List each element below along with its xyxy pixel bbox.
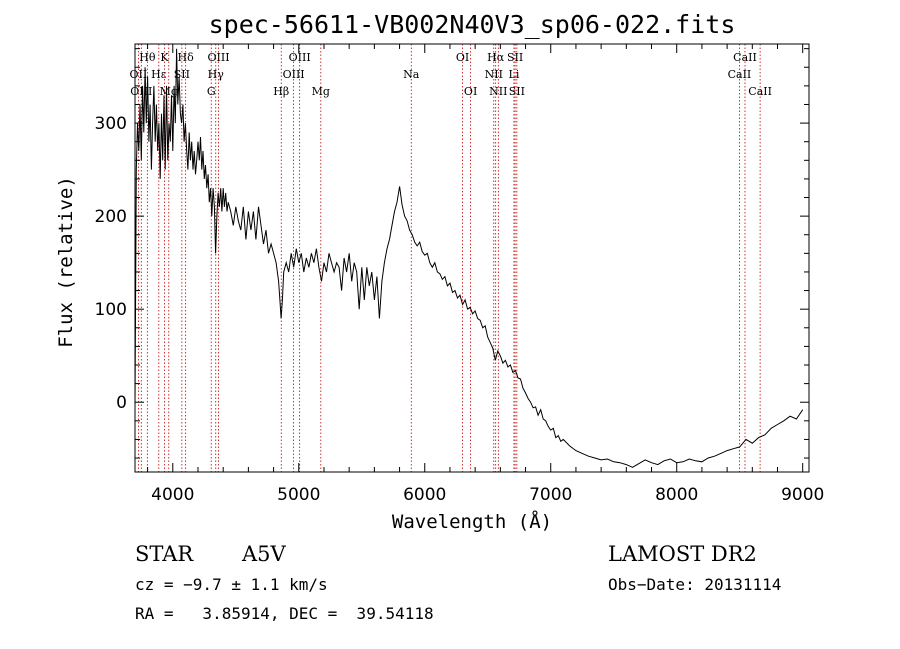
- line-label-26: CaII: [748, 85, 772, 98]
- x-tick-label-4000: 4000: [151, 485, 194, 505]
- line-label-6: Hα: [487, 51, 505, 64]
- observation-date: Obs−Date: 20131114: [608, 575, 781, 594]
- line-label-24: NII: [489, 85, 507, 98]
- line-label-23: OI: [464, 85, 477, 98]
- coordinates: RA = 3.85914, DEC = 39.54118: [135, 604, 434, 623]
- line-label-7: SII: [507, 51, 523, 64]
- y-tick-label-200: 200: [95, 207, 127, 227]
- line-label-4: OIII: [289, 51, 311, 64]
- y-axis-label: Flux (relative): [55, 176, 77, 348]
- y-tick-label-100: 100: [95, 300, 127, 320]
- x-axis: 4000 5000 6000 7000 8000 9000: [147, 44, 824, 505]
- x-tick-label-9000: 9000: [781, 485, 824, 505]
- line-label-12: Hγ: [208, 68, 225, 81]
- x-tick-label-7000: 7000: [529, 485, 572, 505]
- object-subclass: A5V: [241, 542, 287, 566]
- survey-name: LAMOST DR2: [608, 542, 757, 566]
- line-label-0: Hθ: [139, 51, 156, 64]
- line-label-13: OIII: [283, 68, 305, 81]
- line-label-22: Mg: [312, 85, 330, 98]
- x-tick-label-5000: 5000: [277, 485, 320, 505]
- line-label-2: Hδ: [178, 51, 195, 64]
- line-label-25: SII: [509, 85, 525, 98]
- line-label-16: Li: [509, 68, 520, 81]
- x-axis-label: Wavelength (Å): [392, 510, 552, 533]
- object-type: STAR: [135, 542, 194, 566]
- x-tick-label-8000: 8000: [655, 485, 698, 505]
- x-tick-label-6000: 6000: [403, 485, 446, 505]
- y-tick-label-0: 0: [116, 393, 127, 413]
- spectral-line-markers: [138, 44, 761, 472]
- line-label-10: Hε: [151, 68, 167, 81]
- line-label-8: CaII: [733, 51, 757, 64]
- line-label-11: SII: [174, 68, 190, 81]
- line-label-18: OIII: [130, 85, 152, 98]
- line-label-14: Na: [403, 68, 420, 81]
- line-label-21: Hβ: [273, 85, 289, 98]
- y-axis: 0 100 200 300: [95, 48, 809, 459]
- plot-frame: [134, 43, 810, 473]
- line-label-19: Mg: [160, 85, 178, 98]
- redshift-cz: cz = −9.7 ± 1.1 km/s: [135, 575, 328, 594]
- y-tick-label-300: 300: [95, 114, 127, 134]
- line-label-17: CaII: [728, 68, 752, 81]
- line-label-3: OIII: [207, 51, 229, 64]
- line-label-20: G: [207, 85, 216, 98]
- line-label-1: K: [160, 51, 169, 64]
- line-label-5: OI: [456, 51, 469, 64]
- line-label-9: OII: [130, 68, 148, 81]
- spectrum-line: [134, 48, 804, 468]
- chart-title: spec-56611-VB002N40V3_sp06-022.fits: [209, 10, 736, 39]
- line-label-15: NII: [485, 68, 503, 81]
